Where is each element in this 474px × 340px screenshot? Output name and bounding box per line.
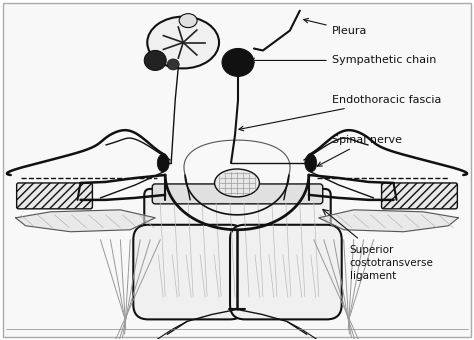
Ellipse shape (222, 49, 254, 76)
Ellipse shape (147, 17, 219, 68)
Text: Pleura: Pleura (304, 18, 367, 36)
Ellipse shape (144, 51, 166, 70)
Text: Superior
costotransverse
ligament: Superior costotransverse ligament (350, 245, 434, 281)
FancyBboxPatch shape (144, 189, 331, 310)
FancyBboxPatch shape (152, 184, 323, 204)
Ellipse shape (157, 154, 169, 172)
Polygon shape (16, 210, 155, 232)
FancyBboxPatch shape (3, 3, 471, 337)
Text: Sympathetic chain: Sympathetic chain (250, 55, 436, 65)
Ellipse shape (305, 154, 317, 172)
Polygon shape (319, 210, 458, 232)
Text: Endothoracic fascia: Endothoracic fascia (239, 95, 441, 131)
FancyBboxPatch shape (230, 225, 342, 319)
Ellipse shape (179, 14, 197, 28)
FancyBboxPatch shape (133, 225, 245, 319)
Ellipse shape (167, 59, 179, 70)
Ellipse shape (215, 169, 259, 197)
FancyBboxPatch shape (17, 183, 92, 209)
Text: Spinal nerve: Spinal nerve (317, 135, 402, 166)
FancyBboxPatch shape (382, 183, 457, 209)
